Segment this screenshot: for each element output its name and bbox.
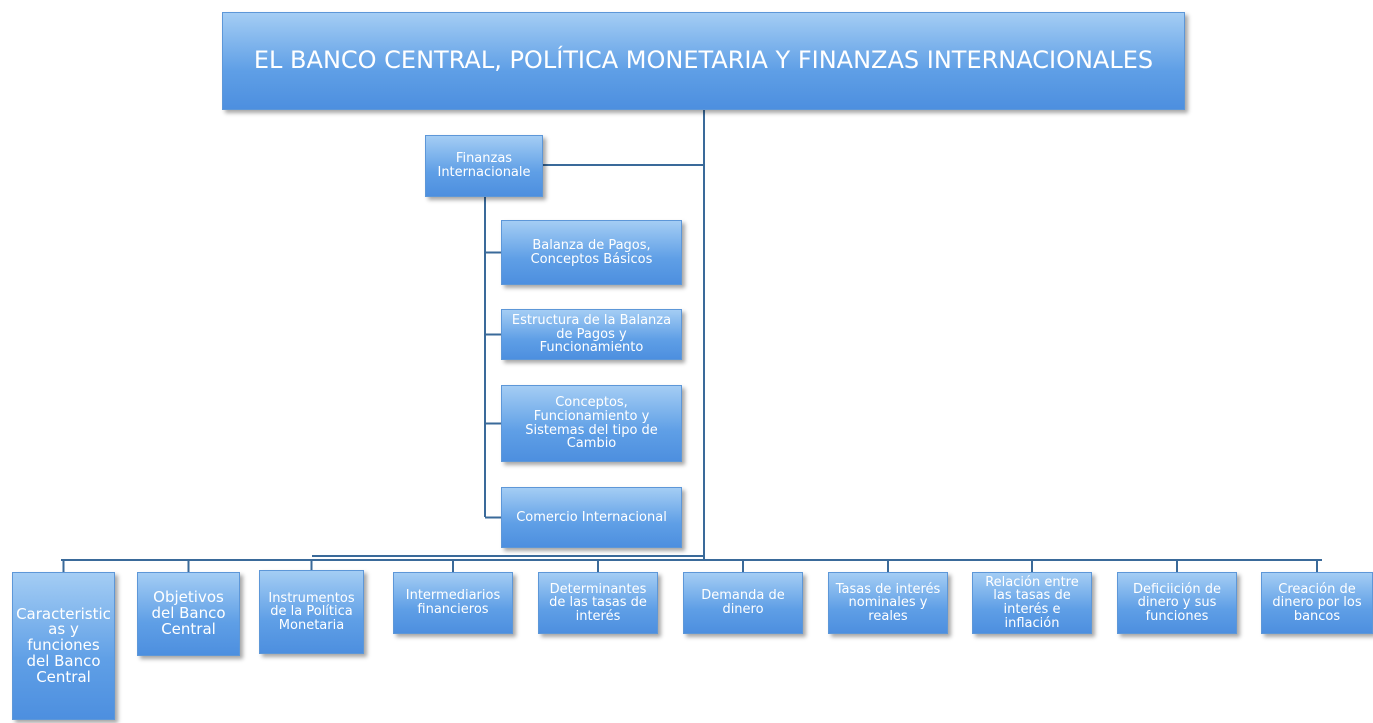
child-node: Comercio Internacional bbox=[501, 487, 682, 548]
node-label: EL BANCO CENTRAL, POLÍTICA MONETARIA Y F… bbox=[253, 46, 1154, 75]
leaf-node: Instrumentos de la Política Monetaria bbox=[259, 570, 364, 654]
node-label: Tasas de interés nominales y reales bbox=[835, 581, 941, 624]
node-label: Comercio Internacional bbox=[516, 509, 667, 525]
node-label: Caracteristicas y funciones del Banco Ce… bbox=[16, 604, 111, 686]
leaf-node: Demanda de dinero bbox=[683, 572, 803, 634]
node-label: Determinantes de las tasas de interés bbox=[549, 581, 647, 624]
node-label: Balanza de Pagos, Conceptos Básicos bbox=[530, 237, 653, 267]
leaf-node: Relación entre las tasas de interés e in… bbox=[972, 572, 1092, 634]
child-node: Estructura de la Balanza de Pagos y Func… bbox=[501, 309, 682, 360]
node-label: Intermediarios financieros bbox=[405, 588, 501, 617]
child-node: Conceptos, Funcionamiento y Sistemas del… bbox=[501, 385, 682, 462]
child-node: Balanza de Pagos, Conceptos Básicos bbox=[501, 220, 682, 285]
branch-node: Finanzas Internacionale bbox=[425, 135, 543, 197]
leaf-node: Tasas de interés nominales y reales bbox=[828, 572, 948, 634]
node-label: Creación de dinero por los bancos bbox=[1272, 581, 1362, 624]
leaf-node: Objetivos del Banco Central bbox=[137, 572, 240, 656]
node-label: Finanzas Internacionale bbox=[437, 151, 531, 180]
node-label: Objetivos del Banco Central bbox=[151, 588, 226, 638]
leaf-node: Caracteristicas y funciones del Banco Ce… bbox=[12, 572, 115, 720]
leaf-node: Creación de dinero por los bancos bbox=[1261, 572, 1373, 634]
leaf-node: Determinantes de las tasas de interés bbox=[538, 572, 658, 634]
node-label: Demanda de dinero bbox=[701, 588, 785, 617]
node-label: Relación entre las tasas de interés e in… bbox=[985, 574, 1079, 631]
node-label: Deficiición de dinero y sus funciones bbox=[1133, 581, 1221, 624]
root-node: EL BANCO CENTRAL, POLÍTICA MONETARIA Y F… bbox=[222, 12, 1185, 110]
node-label: Instrumentos de la Política Monetaria bbox=[268, 590, 355, 633]
node-label: Conceptos, Funcionamiento y Sistemas del… bbox=[525, 395, 658, 452]
node-label: Estructura de la Balanza de Pagos y Func… bbox=[511, 313, 672, 356]
leaf-node: Intermediarios financieros bbox=[393, 572, 513, 634]
leaf-node: Deficiición de dinero y sus funciones bbox=[1117, 572, 1237, 634]
